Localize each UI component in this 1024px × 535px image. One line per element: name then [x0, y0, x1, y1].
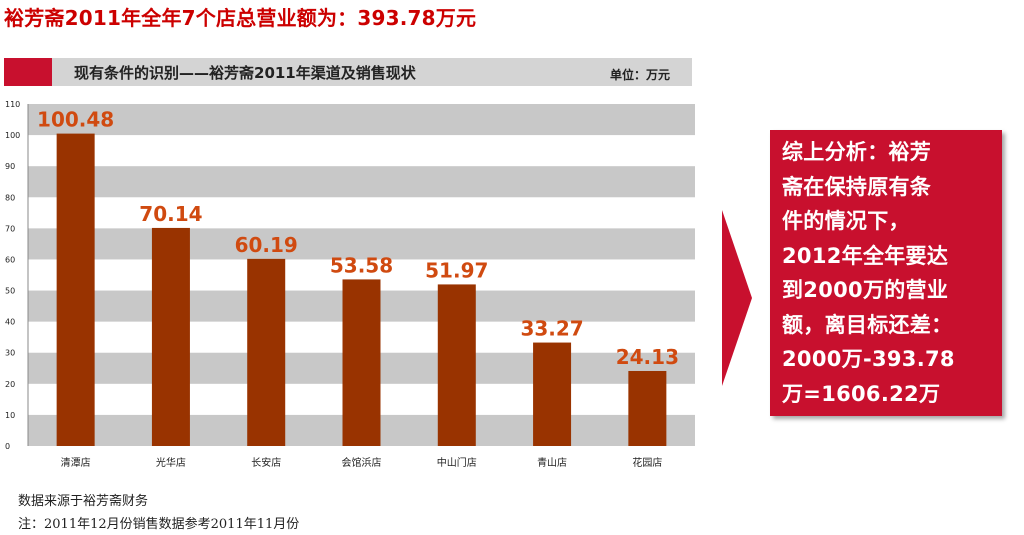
headline: 裕芳斋2011年全年7个店总营业额为：393.78万元 — [4, 6, 477, 30]
bar — [247, 258, 286, 446]
y-tick-label: 100 — [5, 131, 20, 140]
bar — [151, 227, 190, 446]
y-tick-label: 40 — [5, 318, 15, 327]
chart-title: 现有条件的识别——裕芳斋2011年渠道及销售现状 — [74, 64, 416, 82]
y-tick-label: 0 — [5, 442, 10, 451]
data-label: 60.19 — [235, 233, 298, 257]
x-tick-label: 中山门店 — [437, 456, 477, 469]
bar — [628, 370, 667, 446]
data-label: 100.48 — [37, 108, 114, 132]
grid-band — [28, 228, 695, 260]
bar — [533, 342, 572, 446]
x-tick-label: 光华店 — [156, 456, 186, 469]
header-accent-block — [4, 58, 52, 86]
analysis-line: 额，离目标还差： — [782, 312, 953, 337]
data-label: 51.97 — [425, 258, 488, 282]
analysis-line: 2000万-393.78 — [782, 347, 955, 371]
x-tick-label: 清潭店 — [61, 456, 91, 469]
data-label: 33.27 — [520, 317, 583, 341]
analysis-line: 2012年全年要达 — [782, 243, 949, 268]
y-tick-label: 10 — [5, 411, 15, 420]
x-tick-label: 会馆浜店 — [342, 456, 382, 469]
analysis-line: 综上分析：裕芳 — [782, 140, 932, 164]
bar — [437, 284, 476, 446]
data-note: 注：2011年12月份销售数据参考2011年11月份 — [18, 517, 300, 532]
data-source: 数据来源于裕芳斋财务 — [18, 494, 149, 509]
y-tick-label: 60 — [5, 255, 15, 264]
y-tick-label: 90 — [5, 162, 15, 171]
grid-band — [28, 166, 695, 198]
bar — [56, 133, 95, 446]
bar-chart: 0 10 20 30 40 50 60 70 80 90 100 110 100.48 清潭店 70.14 光… — [5, 100, 695, 469]
x-tick-label: 花园店 — [632, 456, 662, 469]
header-bar — [52, 58, 692, 86]
data-label: 70.14 — [139, 202, 202, 226]
unit-label: 单位：万元 — [610, 68, 671, 82]
analysis-box — [770, 130, 1002, 416]
y-tick-label: 110 — [5, 100, 20, 109]
x-tick-label: 长安店 — [251, 456, 281, 469]
y-tick-label: 50 — [5, 287, 15, 296]
data-label: 24.13 — [616, 345, 679, 369]
analysis-line: 件的情况下， — [782, 209, 910, 233]
analysis-line: 到2000万的营业 — [782, 278, 949, 302]
y-tick-label: 30 — [5, 349, 15, 358]
analysis-line: 斋在保持原有条 — [782, 174, 932, 199]
right-arrow-icon — [722, 210, 752, 386]
grid-band — [28, 104, 695, 136]
x-tick-label: 青山店 — [537, 456, 567, 469]
analysis-line: 万=1606.22万 — [782, 381, 941, 406]
y-tick-label: 80 — [5, 193, 15, 202]
y-tick-label: 20 — [5, 380, 15, 389]
data-label: 53.58 — [330, 253, 393, 277]
bar — [342, 279, 381, 446]
analysis-text: 综上分析：裕芳 斋在保持原有条 件的情况下， 2012年全年要达 到2000万的营业 额，… — [782, 135, 994, 411]
y-tick-label: 70 — [5, 224, 15, 233]
